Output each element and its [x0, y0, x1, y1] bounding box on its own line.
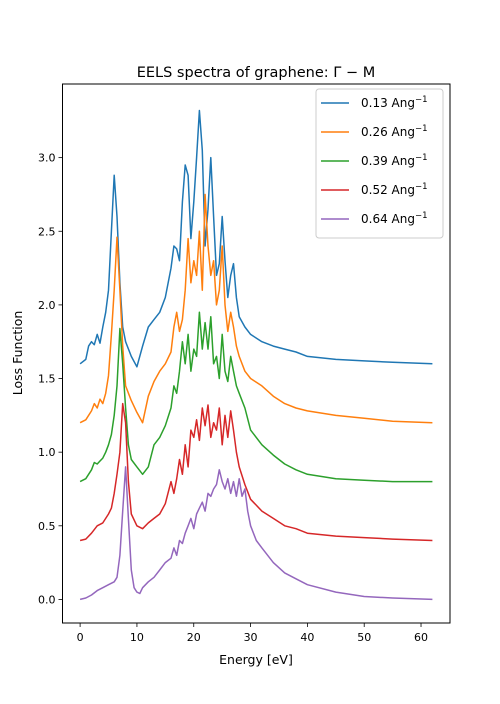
legend-frame [315, 88, 444, 239]
legend-label-0: 0.13 Ang−1 [361, 95, 428, 110]
axes-frame [62, 83, 451, 624]
x-axis-label: Energy [eV] [219, 652, 293, 667]
y-tick-label: 1.5 [38, 373, 56, 386]
y-tick-label: 0.5 [38, 520, 56, 533]
legend: 0.13 Ang−1 0.26 Ang−1 0.39 Ang−1 0.52 Ang−1… [315, 88, 444, 239]
y-tick-label: 3.0 [38, 152, 56, 165]
y-tick-label: 0.0 [38, 593, 56, 606]
x-tick-label: 60 [414, 631, 428, 644]
x-axis-ticks: 0 10 20 30 40 50 60 [77, 623, 428, 644]
x-tick-label: 50 [357, 631, 371, 644]
x-tick-label: 20 [187, 631, 201, 644]
series-line-2 [79, 311, 433, 483]
legend-label-1: 0.26 Ang−1 [361, 124, 428, 139]
series-line-4 [79, 466, 433, 601]
series-line-0 [79, 109, 433, 368]
legend-label-4: 0.64 Ang−1 [361, 211, 428, 226]
y-axis-label: Loss Function [10, 311, 25, 396]
x-tick-label: 40 [300, 631, 314, 644]
x-tick-label: 30 [244, 631, 258, 644]
legend-label-2: 0.39 Ang−1 [361, 153, 428, 168]
y-tick-label: 1.0 [38, 446, 56, 459]
x-tick-label: 0 [77, 631, 84, 644]
y-tick-label: 2.0 [38, 299, 56, 312]
series-line-1 [79, 193, 433, 424]
series-layer [79, 109, 433, 601]
chart-title: EELS spectra of graphene: Γ − M [137, 65, 376, 81]
x-tick-label: 10 [130, 631, 144, 644]
series-line-3 [79, 402, 433, 542]
y-tick-label: 2.5 [38, 225, 56, 238]
y-axis-ticks: 0.0 0.5 1.0 1.5 2.0 2.5 3.0 [38, 152, 63, 606]
legend-label-3: 0.52 Ang−1 [361, 182, 428, 197]
